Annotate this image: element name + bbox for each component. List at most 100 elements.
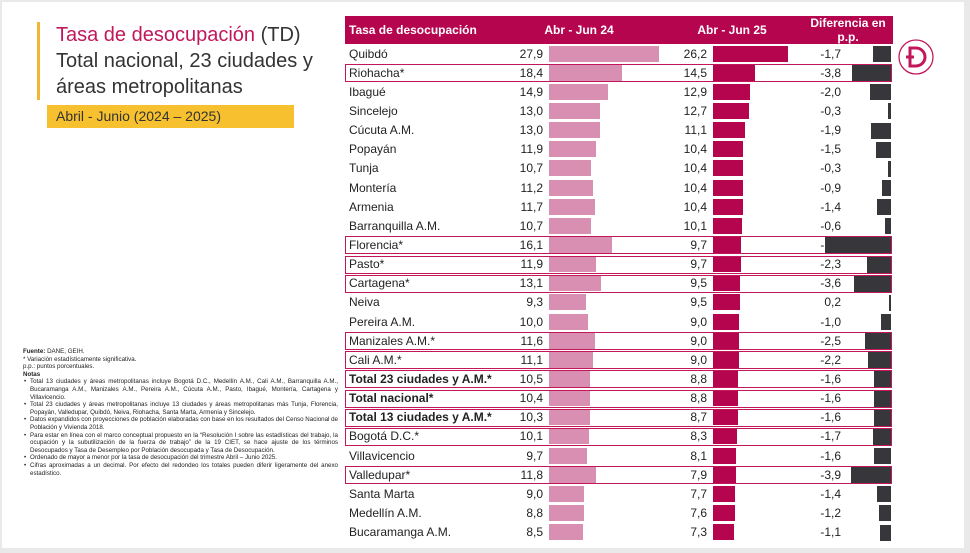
row-bar-2025-cell xyxy=(711,312,803,331)
table-row: Valledupar* 11,8 7,9 -3,9 xyxy=(345,465,893,484)
bar-diff xyxy=(852,65,892,82)
bar-2024 xyxy=(549,524,583,541)
bar-2024 xyxy=(549,198,595,215)
row-bar-2025-cell xyxy=(711,121,803,140)
bar-2025 xyxy=(713,409,739,426)
row-value-2024: 11,8 xyxy=(520,467,543,482)
row-diff-bar-cell xyxy=(845,523,893,542)
bar-diff xyxy=(881,313,892,330)
bar-diff xyxy=(874,390,892,407)
row-bar-2025-cell xyxy=(711,484,803,503)
row-value-2024: 13,1 xyxy=(519,276,543,291)
row-value-2024: 11,2 xyxy=(520,180,543,195)
bar-diff xyxy=(874,447,892,464)
row-city: Cali A.M.* xyxy=(349,352,402,367)
source-text: DANE, GEIH. xyxy=(47,348,85,355)
bar-2024 xyxy=(549,256,596,273)
bar-2025 xyxy=(713,332,740,349)
bar-2025 xyxy=(713,45,789,62)
row-bar-2025-cell xyxy=(711,235,803,254)
row-value-2025: 12,7 xyxy=(683,103,708,118)
table-row: Quibdó 27,9 26,2 -1,7 xyxy=(345,44,893,63)
row-value-2024: 11,6 xyxy=(520,333,543,348)
row-bar-2025-cell xyxy=(711,293,803,312)
note-item: Ordenado de mayor a menor por la tasa de… xyxy=(24,454,338,462)
row-value-2025: 9,7 xyxy=(690,257,708,272)
row-value-2024: 14,9 xyxy=(519,84,543,99)
row-city: Medellín A.M. xyxy=(349,505,422,520)
bar-diff xyxy=(868,352,892,369)
table-row: Popayán 11,9 10,4 -1,5 xyxy=(345,140,893,159)
row-diff: -1,9 xyxy=(820,123,842,138)
row-diff: -1,4 xyxy=(820,486,842,501)
row-city: Manizales A.M.* xyxy=(349,333,436,348)
bar-2025 xyxy=(713,466,737,483)
row-bar-2024-cell xyxy=(547,503,661,522)
row-value-2025: 10,4 xyxy=(683,161,708,176)
bar-diff xyxy=(854,275,892,292)
note-item: Cifras aproximadas a un decimal. Por efe… xyxy=(24,462,338,477)
row-diff: -1,4 xyxy=(820,199,842,214)
title-line2: Total nacional, 23 ciudades y áreas metr… xyxy=(56,50,313,98)
notes-label: Notas xyxy=(23,370,41,378)
row-bar-2024-cell xyxy=(547,523,661,542)
row-bar-2025-cell xyxy=(711,44,803,63)
row-value-2024: 18,4 xyxy=(519,65,543,80)
row-city: Tunja xyxy=(349,161,379,176)
row-diff: -0,3 xyxy=(820,103,842,118)
row-value-2025: 11,1 xyxy=(684,123,708,138)
row-diff: -1,1 xyxy=(820,525,842,540)
row-value-2024: 11,9 xyxy=(520,142,543,157)
bar-2025 xyxy=(713,160,744,177)
table-row: Armenia 11,7 10,4 -1,4 xyxy=(345,197,893,216)
row-value-2024: 13,0 xyxy=(519,103,543,118)
bar-2024 xyxy=(549,370,590,387)
row-diff: -1,5 xyxy=(820,142,842,157)
row-city: Pasto* xyxy=(349,257,385,272)
bar-2024 xyxy=(549,332,595,349)
table-row: Barranquilla A.M. 10,7 10,1 -0,6 xyxy=(345,216,893,235)
bar-2025 xyxy=(713,504,736,521)
row-diff-bar-cell xyxy=(845,350,893,369)
row-diff-bar-cell xyxy=(845,427,893,446)
table-row: Montería 11,2 10,4 -0,9 xyxy=(345,178,893,197)
bar-2025 xyxy=(713,524,735,541)
row-diff: -0,6 xyxy=(820,218,842,233)
table-row: Tunja 10,7 10,4 -0,3 xyxy=(345,159,893,178)
row-value-2024: 9,0 xyxy=(526,486,543,501)
row-value-2024: 11,1 xyxy=(520,352,543,367)
row-bar-2025-cell xyxy=(711,101,803,120)
row-bar-2024-cell xyxy=(547,63,661,82)
row-diff: -1,2 xyxy=(820,505,842,520)
col-header-city: Tasa de desocupación xyxy=(345,16,497,44)
row-diff: -2,3 xyxy=(820,257,842,272)
bar-2024 xyxy=(549,351,593,368)
bar-diff xyxy=(879,505,892,522)
row-value-2025: 9,5 xyxy=(690,276,708,291)
row-diff-bar-cell xyxy=(845,63,893,82)
row-diff: -1,0 xyxy=(820,314,842,329)
bar-2025 xyxy=(713,428,738,445)
bar-2024 xyxy=(549,447,587,464)
bar-2024 xyxy=(549,504,584,521)
bar-2024 xyxy=(549,485,584,502)
bar-diff xyxy=(876,141,892,158)
table-header: Tasa de desocupación Abr - Jun 24 Abr - … xyxy=(345,16,894,44)
row-city: Riohacha* xyxy=(349,65,405,80)
row-diff: -3,9 xyxy=(820,467,842,482)
row-value-2024: 10,3 xyxy=(519,410,543,425)
row-bar-2025-cell xyxy=(711,465,803,484)
bar-2024 xyxy=(549,390,590,407)
bar-2025 xyxy=(713,236,742,253)
row-value-2024: 10,7 xyxy=(519,218,543,233)
note-item: Datos expandidos con proyecciones de pob… xyxy=(24,416,338,431)
bar-diff xyxy=(874,371,892,388)
row-bar-2025-cell xyxy=(711,331,803,350)
bar-2024 xyxy=(549,294,586,311)
row-bar-2024-cell xyxy=(547,197,661,216)
bar-diff xyxy=(877,199,892,216)
table-row: Total nacional* 10,4 8,8 -1,6 xyxy=(345,389,893,408)
row-value-2025: 7,9 xyxy=(690,467,708,482)
row-diff-bar-cell xyxy=(845,121,893,140)
bar-2025 xyxy=(713,313,740,330)
